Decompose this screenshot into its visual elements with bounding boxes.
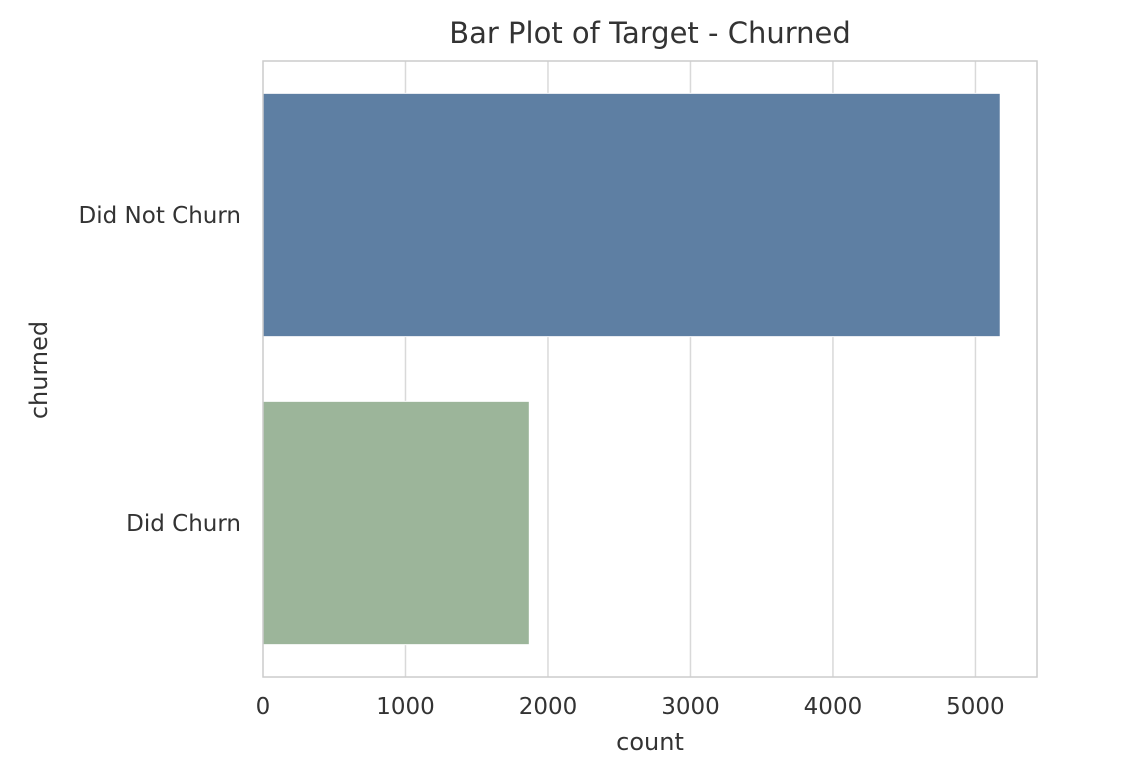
- x-tick-labels: 0 1000 2000 3000 4000 5000: [256, 694, 1005, 720]
- x-tick-label: 3000: [661, 694, 720, 720]
- plot-frame: [262, 60, 1038, 678]
- x-tick-label: 1000: [376, 694, 435, 720]
- y-axis-label: churned: [25, 321, 53, 419]
- x-axis-label: count: [616, 728, 684, 756]
- x-tick-label: 0: [256, 694, 271, 720]
- y-tick-label: Did Not Churn: [79, 203, 241, 229]
- bars: [262, 92, 1001, 646]
- x-tick-label: 2000: [519, 694, 578, 720]
- x-tick-label: 4000: [804, 694, 863, 720]
- chart-title: Bar Plot of Target - Churned: [449, 16, 851, 50]
- y-tick-label: Did Churn: [126, 511, 241, 537]
- x-tick-label: 5000: [946, 694, 1005, 720]
- y-tick-labels: Did Not Churn Did Churn: [79, 203, 241, 537]
- bar-did-churn: [262, 400, 530, 646]
- bar-did-not-churn: [262, 92, 1001, 338]
